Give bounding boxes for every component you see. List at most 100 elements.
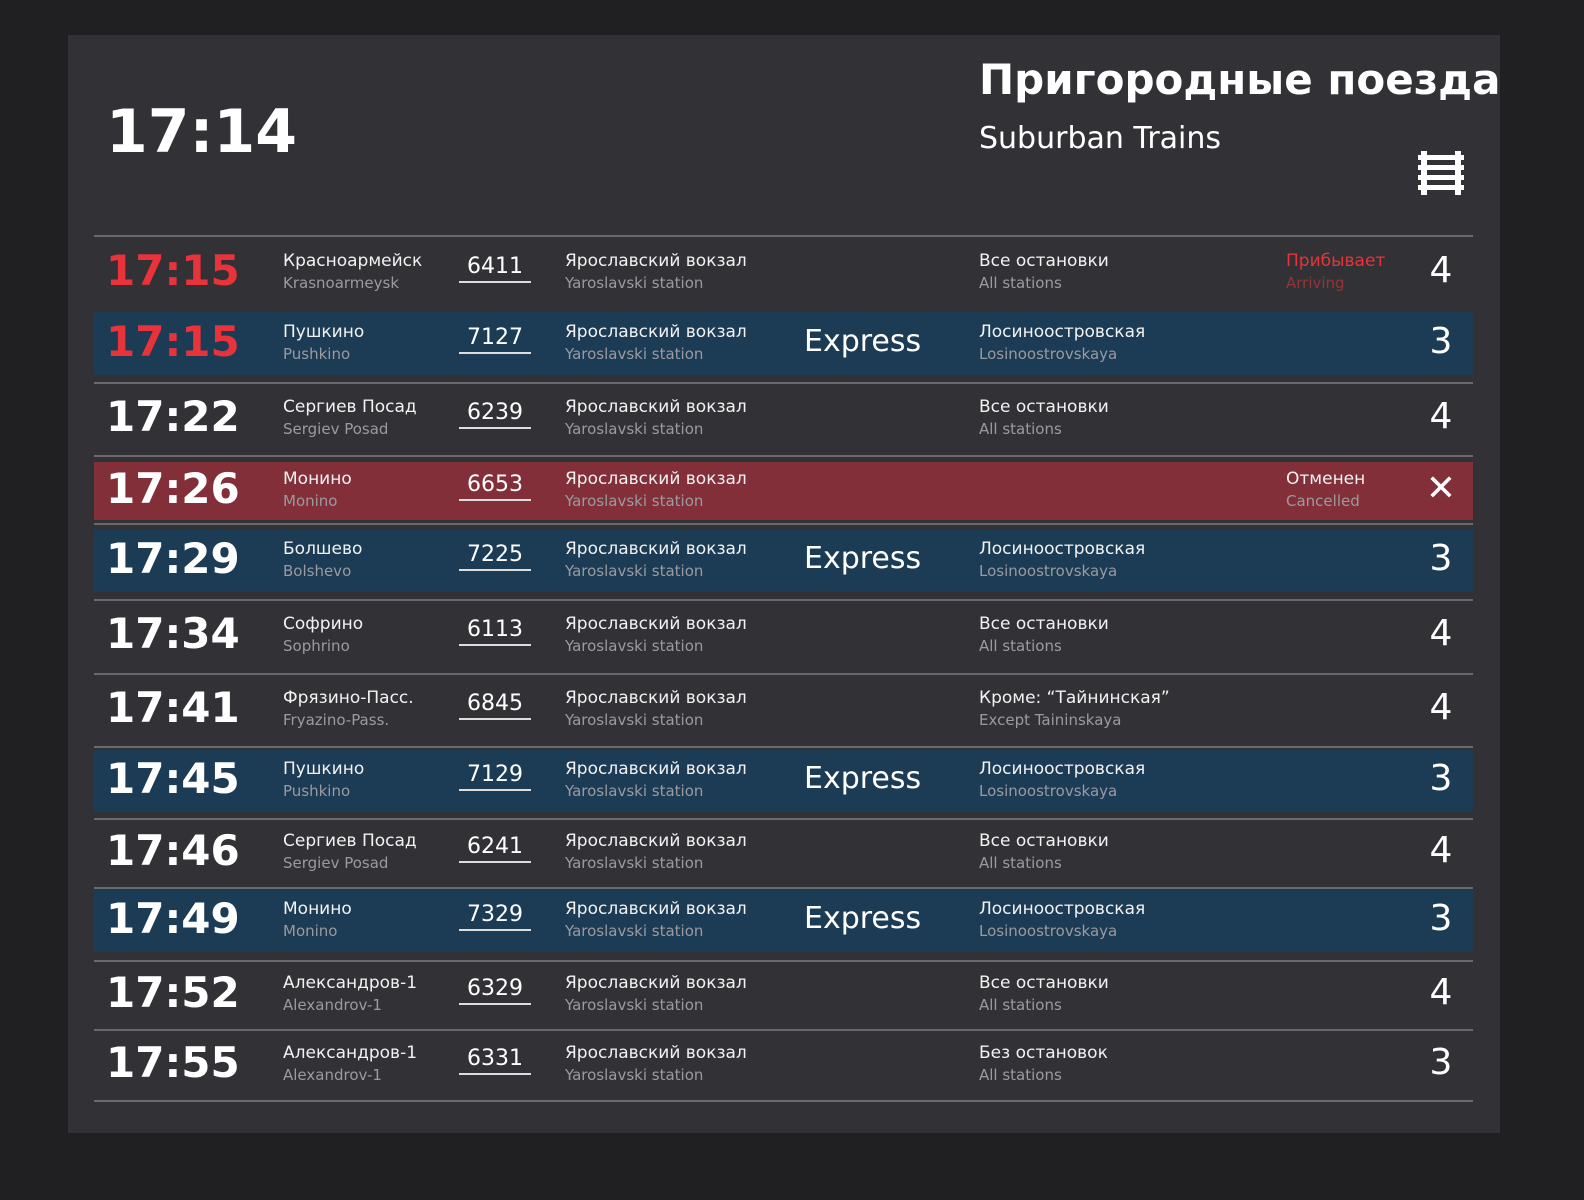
stops-en: All stations: [979, 637, 1062, 655]
departure-row: 17:29 Болшево Bolshevo 7225 Ярославский вокз…: [94, 530, 1473, 592]
separator: [94, 455, 1473, 457]
origin-ru: Ярославский вокзал: [565, 1043, 747, 1063]
departure-row: 17:41 Фрязино-Пасс. Fryazino-Pass. 6845 Ярос…: [94, 674, 1473, 745]
track: 3: [1429, 898, 1453, 939]
clock: 17:14: [106, 97, 297, 167]
separator: [94, 599, 1473, 601]
departure-row: 17:52 Александров-1 Alexandrov-1 6329 Яросла…: [94, 961, 1473, 1028]
track: 3: [1429, 538, 1453, 579]
origin-ru: Ярославский вокзал: [565, 469, 747, 489]
departure-time: 17:29: [106, 534, 240, 583]
stops-en: Losinoostrovskaya: [979, 562, 1118, 580]
origin-ru: Ярославский вокзал: [565, 321, 747, 342]
destination-en: Fryazino-Pass.: [283, 710, 390, 729]
stops-ru: Без остановок: [979, 1043, 1108, 1063]
train-number: 7127: [459, 325, 531, 354]
separator: [94, 960, 1473, 962]
destination-ru: Пушкино: [283, 321, 365, 342]
track: 4: [1429, 971, 1453, 1013]
stops-en: Except Taininskaya: [979, 710, 1122, 729]
stops-ru: Лосиноостровская: [979, 899, 1146, 919]
departure-time: 17:55: [106, 1038, 240, 1087]
departure-time: 17:49: [106, 894, 240, 943]
destination-en: Bolshevo: [283, 562, 352, 580]
departure-time: 17:26: [106, 464, 240, 513]
destination-ru: Фрязино-Пасс.: [283, 687, 414, 708]
departure-time: 17:34: [106, 609, 240, 658]
departure-time: 17:52: [106, 967, 240, 1017]
train-number: 6845: [459, 691, 531, 720]
train-number: 6239: [459, 400, 531, 429]
destination-ru: Сергиев Посад: [283, 397, 417, 417]
track: ✕: [1425, 468, 1457, 509]
track: 4: [1429, 686, 1453, 728]
departure-row: 17:26 Монино Monino 6653 Ярославский вокзал Y…: [94, 462, 1473, 520]
origin-ru: Ярославский вокзал: [565, 972, 747, 993]
origin-ru: Ярославский вокзал: [565, 899, 747, 919]
origin-en: Yaroslavski station: [565, 853, 704, 872]
departure-row: 17:46 Сергиев Посад Sergiev Posad 6241 Яросл…: [94, 819, 1473, 886]
departure-row: 17:34 Софрино Sophrino 6113 Ярославский вокз…: [94, 600, 1473, 672]
destination-en: Sergiev Posad: [283, 853, 389, 872]
origin-en: Yaroslavski station: [565, 782, 704, 800]
destination-ru: Пушкино: [283, 759, 365, 779]
stops-ru: Все остановки: [979, 397, 1109, 417]
express-label: Express: [804, 761, 922, 796]
track: 3: [1429, 1042, 1453, 1083]
train-number: 6241: [459, 834, 531, 863]
origin-en: Yaroslavski station: [565, 1066, 704, 1084]
separator: [94, 1100, 1473, 1102]
status-ru: Отменен: [1286, 469, 1366, 489]
train-number: 6411: [459, 254, 531, 283]
title: Пригородные поезда: [979, 55, 1501, 104]
stops-ru: Лосиноостровская: [979, 539, 1146, 559]
stops-en: All stations: [979, 1066, 1062, 1084]
separator: [94, 235, 1473, 237]
train-number: 7225: [459, 542, 531, 571]
separator: [94, 887, 1473, 889]
stops-en: All stations: [979, 995, 1062, 1014]
separator: [94, 746, 1473, 748]
track: 3: [1429, 758, 1453, 799]
track: 4: [1429, 613, 1453, 654]
train-icon: [1418, 151, 1464, 195]
destination-en: Sergiev Posad: [283, 420, 389, 438]
stops-en: Losinoostrovskaya: [979, 344, 1118, 363]
stops-en: Losinoostrovskaya: [979, 782, 1118, 800]
destination-ru: Монино: [283, 899, 352, 919]
departure-time: 17:15: [106, 245, 240, 295]
status-ru: Прибывает: [1286, 250, 1386, 271]
train-number: 7129: [459, 762, 531, 791]
departure-time: 17:41: [106, 682, 240, 732]
track: 3: [1429, 320, 1453, 362]
stops-ru: Все остановки: [979, 250, 1109, 271]
train-number: 6331: [459, 1046, 531, 1075]
stops-en: All stations: [979, 273, 1062, 292]
departure-row: 17:15 Красноармейск Krasnoarmeysk 6411 Яросл…: [94, 236, 1473, 309]
train-number: 6653: [459, 472, 531, 501]
origin-en: Yaroslavski station: [565, 562, 704, 580]
origin-ru: Ярославский вокзал: [565, 759, 747, 779]
express-label: Express: [804, 901, 922, 936]
origin-en: Yaroslavski station: [565, 710, 704, 729]
destination-en: Pushkino: [283, 782, 351, 800]
origin-ru: Ярославский вокзал: [565, 687, 747, 708]
destination-en: Monino: [283, 922, 338, 940]
departure-row: 17:45 Пушкино Pushkino 7129 Ярославский вокз…: [94, 750, 1473, 812]
departure-time: 17:22: [106, 392, 240, 441]
stops-ru: Кроме: “Тайнинская”: [979, 687, 1170, 708]
train-number: 6329: [459, 976, 531, 1005]
track: 4: [1429, 396, 1453, 437]
stops-ru: Все остановки: [979, 830, 1109, 851]
origin-en: Yaroslavski station: [565, 995, 704, 1014]
departure-row: 17:49 Монино Monino 7329 Ярославский вокзал Y…: [94, 890, 1473, 952]
destination-en: Alexandrov-1: [283, 995, 382, 1014]
track: 4: [1429, 829, 1453, 871]
separator: [94, 523, 1473, 525]
departure-row: 17:22 Сергиев Посад Sergiev Posad 6239 Яросл…: [94, 383, 1473, 455]
origin-ru: Ярославский вокзал: [565, 830, 747, 851]
origin-en: Yaroslavski station: [565, 344, 704, 363]
separator: [94, 818, 1473, 820]
origin-ru: Ярославский вокзал: [565, 397, 747, 417]
destination-ru: Болшево: [283, 539, 363, 559]
